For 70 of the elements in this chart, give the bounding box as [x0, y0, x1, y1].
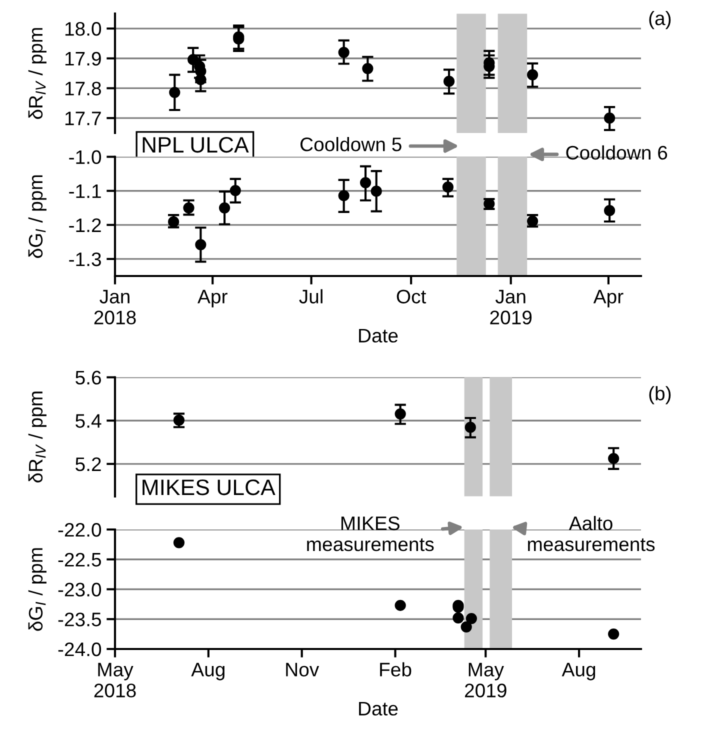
x-tick-label: Feb	[380, 662, 412, 676]
y-tick-label: -1.2	[69, 218, 101, 232]
y-tick-label: 5.4	[76, 414, 102, 428]
annotation: Aalto measurements	[528, 516, 655, 552]
point	[464, 422, 476, 433]
point	[604, 112, 616, 124]
point	[466, 612, 477, 624]
y-axis-title: δG$_{I}$ / ppm	[28, 175, 46, 258]
x-tick-label: Jan 2018	[94, 290, 136, 324]
point	[526, 69, 538, 80]
point	[169, 86, 180, 98]
chart-title: (a)	[649, 10, 671, 30]
annotation: MIKES ULCA	[142, 479, 276, 496]
y-tick-label: 17.8	[65, 82, 101, 96]
x-axis-title: Date	[359, 328, 398, 343]
x-tick-label: Aug	[191, 662, 224, 680]
x-tick-label: May 2019	[464, 662, 506, 698]
y-tick-label: 5.6	[76, 370, 101, 385]
point	[183, 202, 194, 214]
y-tick-label: -23.0	[58, 582, 102, 596]
y-tick-label: 5.2	[76, 457, 101, 472]
x-tick-label: Oct	[396, 290, 426, 304]
point	[370, 186, 382, 197]
x-axis-title: Date	[359, 702, 398, 716]
x-tick-label: Aug	[562, 662, 596, 680]
point	[218, 202, 230, 214]
y-tick-label: -22.5	[58, 552, 101, 567]
point	[608, 628, 620, 640]
point	[460, 621, 472, 632]
x-tick-label: Nov	[286, 662, 320, 676]
y-axis-title: δR$_{IV}$ / ppm	[28, 392, 46, 483]
point	[173, 414, 185, 426]
x-tick-label: Apr	[198, 290, 228, 308]
point	[394, 408, 406, 420]
x-tick-label: Jul	[299, 289, 322, 304]
annotation: MIKES measurements	[307, 516, 434, 552]
point	[195, 74, 206, 86]
point	[443, 76, 455, 87]
x-tick-label: Jan 2019	[490, 290, 532, 324]
annotation: Cooldown 6	[566, 145, 668, 160]
point	[338, 46, 350, 58]
point	[452, 612, 464, 624]
point	[173, 537, 185, 548]
y-tick-label: -1.0	[69, 150, 102, 164]
point	[168, 216, 180, 228]
y-axis-title: δR$_{IV}$ / ppm	[28, 28, 46, 119]
point	[394, 600, 406, 611]
y-tick-label: -1.3	[69, 252, 101, 266]
y-tick-label: 17.9	[65, 52, 101, 66]
x-tick-label: Apr	[593, 290, 624, 308]
point	[188, 54, 199, 66]
chart-title: (b)	[649, 386, 671, 404]
point	[604, 205, 616, 216]
point	[442, 182, 454, 193]
point	[608, 452, 620, 464]
text: NPL ULCA	[142, 136, 249, 153]
point	[230, 184, 241, 196]
point	[195, 239, 206, 250]
y-axis-title: δG$_{I}$ / ppm	[28, 548, 46, 631]
point	[360, 177, 372, 188]
text: Cooldown 5	[300, 137, 402, 152]
y-tick-label: -22.0	[58, 522, 102, 537]
y-tick-label: -24.0	[58, 642, 102, 656]
y-tick-label: -1.1	[69, 184, 101, 198]
y-tick-label: 18.0	[65, 22, 102, 36]
point	[338, 190, 350, 202]
x-tick-label: May 2018	[94, 662, 136, 698]
point	[362, 62, 374, 74]
y-tick-label: 17.7	[65, 112, 101, 126]
y-tick-label: -23.5	[58, 612, 101, 626]
